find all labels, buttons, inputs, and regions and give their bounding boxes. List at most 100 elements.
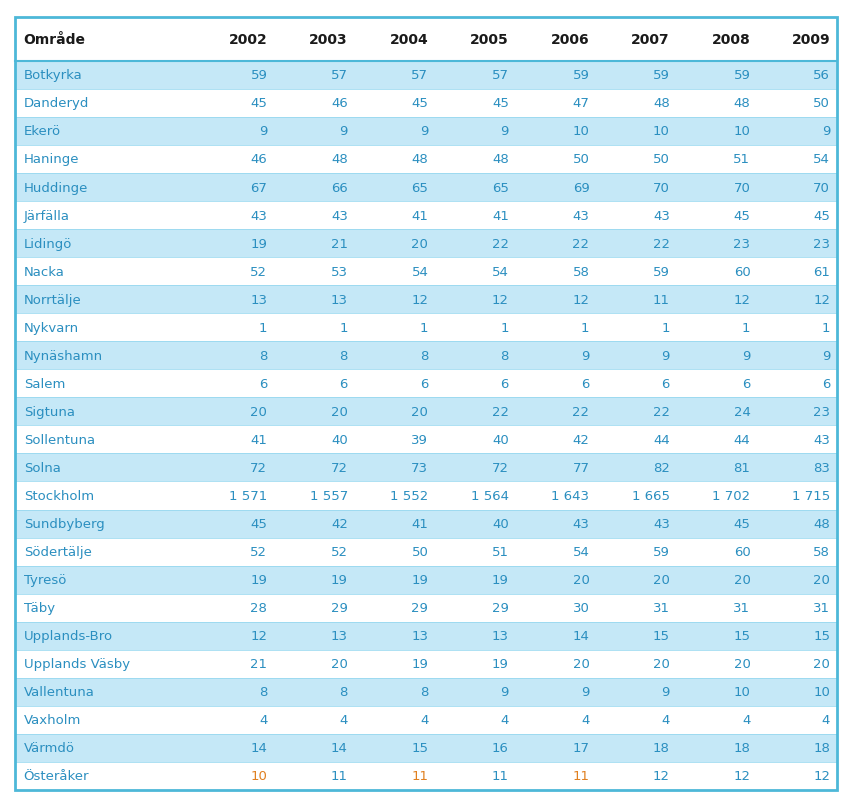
Text: 11: 11 [412,769,429,783]
FancyBboxPatch shape [15,594,837,622]
Text: 9: 9 [662,350,670,363]
Text: 20: 20 [573,573,590,586]
Text: 10: 10 [573,125,590,138]
Text: 1 564: 1 564 [471,489,509,502]
Text: 65: 65 [412,181,429,194]
Text: 18: 18 [813,742,830,755]
Text: 2003: 2003 [309,33,348,47]
Text: 41: 41 [412,517,429,530]
Text: 45: 45 [734,209,750,222]
Text: 56: 56 [813,69,830,83]
FancyBboxPatch shape [15,314,837,342]
Text: 61: 61 [813,265,830,278]
FancyBboxPatch shape [15,454,837,482]
Text: 6: 6 [822,378,830,391]
Text: 6: 6 [581,378,590,391]
Text: 9: 9 [501,125,509,138]
Text: 40: 40 [331,433,348,447]
Text: 50: 50 [412,545,429,558]
Text: 20: 20 [734,573,750,586]
Text: 50: 50 [573,153,590,166]
Text: 48: 48 [734,97,750,110]
Text: Område: Område [24,33,86,47]
Text: 20: 20 [251,405,268,419]
Text: 12: 12 [573,294,590,306]
Text: 12: 12 [813,769,830,783]
FancyBboxPatch shape [15,650,837,678]
Text: 22: 22 [492,237,509,250]
Text: 15: 15 [813,630,830,642]
Text: 8: 8 [259,686,268,699]
Text: 59: 59 [573,69,590,83]
Text: 43: 43 [813,433,830,447]
Text: 9: 9 [822,350,830,363]
FancyBboxPatch shape [15,90,837,118]
FancyBboxPatch shape [15,678,837,706]
Text: 50: 50 [813,97,830,110]
Text: Vallentuna: Vallentuna [24,686,95,699]
Text: 13: 13 [331,630,348,642]
Text: 54: 54 [813,153,830,166]
Text: 1 665: 1 665 [632,489,670,502]
Text: 4: 4 [340,714,348,727]
Text: 45: 45 [251,97,268,110]
FancyBboxPatch shape [15,370,837,398]
Text: 1: 1 [662,322,670,334]
Text: 51: 51 [492,545,509,558]
Text: 46: 46 [251,153,268,166]
Text: Solna: Solna [24,461,61,474]
Text: 44: 44 [734,433,750,447]
Text: 45: 45 [734,517,750,530]
Text: 9: 9 [822,125,830,138]
Text: Vaxholm: Vaxholm [24,714,81,727]
Text: 70: 70 [734,181,750,194]
Text: 20: 20 [412,405,429,419]
Text: 12: 12 [734,769,750,783]
Text: 2008: 2008 [711,33,750,47]
Text: 1 571: 1 571 [229,489,268,502]
Text: Nacka: Nacka [24,265,64,278]
Text: 48: 48 [653,97,670,110]
Text: 15: 15 [412,742,429,755]
Text: 72: 72 [331,461,348,474]
Text: 2009: 2009 [791,33,830,47]
Text: 81: 81 [734,461,750,474]
Text: 6: 6 [420,378,429,391]
Text: 20: 20 [813,658,830,670]
Text: Sundbyberg: Sundbyberg [24,517,104,530]
Text: 8: 8 [420,350,429,363]
FancyBboxPatch shape [15,706,837,734]
Text: 13: 13 [492,630,509,642]
Text: 58: 58 [573,265,590,278]
Text: 9: 9 [259,125,268,138]
Text: Södertälje: Södertälje [24,545,91,558]
Text: 10: 10 [251,769,268,783]
Text: 29: 29 [331,602,348,614]
Text: 43: 43 [573,209,590,222]
Text: 19: 19 [412,573,429,586]
Text: 2005: 2005 [470,33,509,47]
Text: 43: 43 [251,209,268,222]
FancyBboxPatch shape [15,342,837,370]
Text: 1 702: 1 702 [712,489,750,502]
Text: 10: 10 [813,686,830,699]
Text: Haninge: Haninge [24,153,80,166]
Text: 23: 23 [813,405,830,419]
Text: 23: 23 [734,237,750,250]
Text: 8: 8 [501,350,509,363]
Text: 52: 52 [251,545,268,558]
Text: Salem: Salem [24,378,65,391]
Text: 1: 1 [742,322,750,334]
Text: 43: 43 [331,209,348,222]
Text: 21: 21 [251,658,268,670]
Text: Nynäshamn: Nynäshamn [24,350,102,363]
Text: 12: 12 [412,294,429,306]
Text: 2006: 2006 [551,33,590,47]
Text: Stockholm: Stockholm [24,489,94,502]
Text: 48: 48 [813,517,830,530]
Text: 59: 59 [653,69,670,83]
Text: 83: 83 [813,461,830,474]
Text: 60: 60 [734,545,750,558]
Text: Sollentuna: Sollentuna [24,433,95,447]
Text: 23: 23 [813,237,830,250]
